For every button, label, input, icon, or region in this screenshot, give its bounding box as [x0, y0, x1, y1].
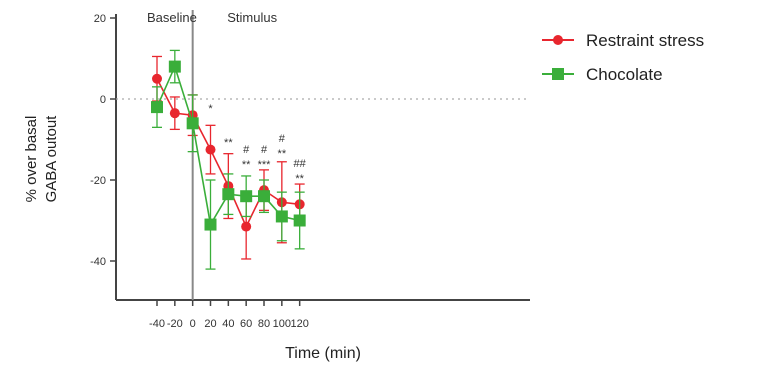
significance-marker: ** [224, 137, 233, 149]
data-point-restraint-stress [205, 144, 216, 155]
axes-group: 200-20-40-40 -20 0 20 40 60 80 100 120 [90, 10, 530, 330]
significance-marker: # [261, 144, 268, 156]
significance-marker: * [208, 103, 213, 115]
legend-label-chocolate: Chocolate [586, 65, 663, 84]
data-group [151, 49, 306, 270]
significance-marker: ** [242, 159, 251, 171]
x-tick-label: 120 [290, 318, 308, 330]
x-tick-label: 20 [204, 318, 216, 330]
y-tick-label: -20 [90, 175, 106, 187]
legend-group: Restraint stress Chocolate [542, 31, 704, 84]
x-tick-label: 40 [222, 318, 234, 330]
significance-marker: # [243, 144, 250, 156]
y-axis-title-line1: % over basal [23, 116, 40, 203]
data-point-chocolate [240, 190, 253, 203]
x-tick-label: -20 [167, 318, 183, 330]
data-point-restraint-stress [169, 108, 180, 119]
data-point-chocolate [258, 190, 271, 203]
data-point-restraint-stress [152, 73, 162, 84]
x-axis-title: Time (min) [285, 345, 361, 362]
data-point-chocolate [204, 218, 217, 231]
significance-marker: ## [294, 158, 307, 170]
y-tick-label: 0 [100, 94, 106, 106]
data-point-chocolate [275, 210, 288, 223]
legend-marker-chocolate [552, 68, 564, 80]
x-tick-label: 60 [240, 318, 252, 330]
x-tick-label: 80 [258, 318, 270, 330]
data-point-chocolate [222, 188, 235, 201]
y-tick-label: 20 [94, 13, 106, 25]
data-point-chocolate [168, 60, 181, 73]
significance-marker: *** [258, 159, 272, 171]
data-point-restraint-stress [241, 221, 252, 232]
significance-marker: # [279, 133, 286, 145]
y-axis-title-line2: GABA outout [43, 115, 60, 203]
phase-label: Baseline [147, 10, 197, 25]
data-point-chocolate [186, 117, 199, 130]
labels-group: Baseline Stimulus Time (min) % over basal GA… [23, 10, 361, 362]
legend-label-restraint-stress: Restraint stress [586, 31, 704, 50]
phase-label: Stimulus [227, 10, 277, 25]
significance-marker: ** [295, 173, 304, 185]
x-tick-label: 0 [190, 318, 196, 330]
data-point-chocolate [293, 214, 306, 227]
y-tick-label: -40 [90, 256, 106, 268]
legend-marker-restraint-stress [553, 35, 563, 45]
data-point-chocolate [151, 101, 163, 114]
x-tick-label: 100 [273, 318, 291, 330]
x-tick-label: -40 [149, 318, 165, 330]
significance-marker: ** [278, 148, 287, 160]
